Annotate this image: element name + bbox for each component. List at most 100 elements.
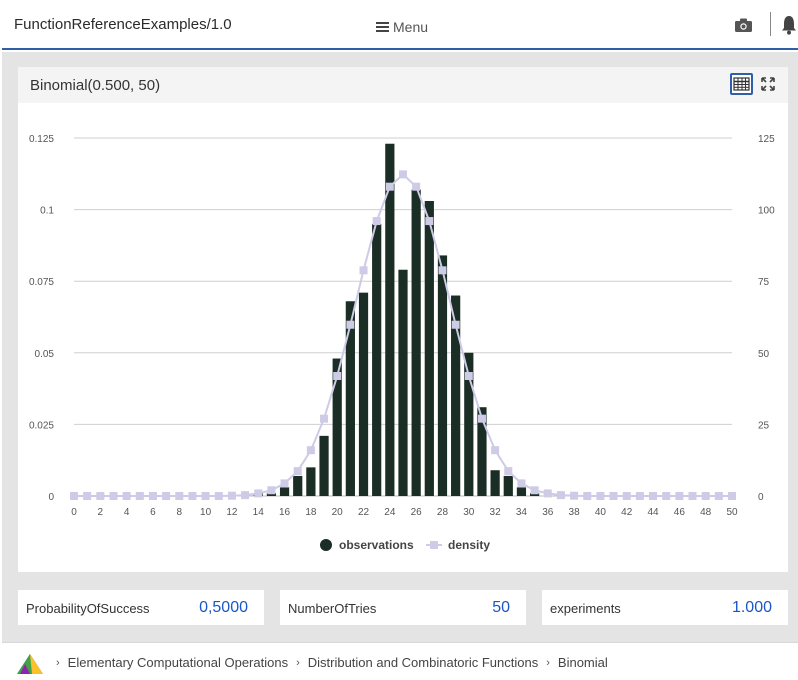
top-bar: FunctionReferenceExamples/1.0 Menu	[2, 0, 798, 50]
density-point	[583, 492, 592, 500]
y-tick-label-left: 0.075	[29, 277, 54, 288]
bar	[332, 358, 342, 496]
param-tries[interactable]: NumberOfTries 50	[280, 590, 526, 625]
bar	[372, 223, 382, 497]
density-point	[162, 492, 171, 500]
x-tick-label: 44	[647, 507, 659, 518]
y-tick-label-left: 0	[48, 492, 54, 503]
density-point	[570, 491, 579, 500]
bar	[411, 189, 421, 496]
y-tick-label-right: 75	[758, 277, 770, 288]
density-point	[346, 320, 355, 329]
expand-icon[interactable]	[761, 77, 775, 91]
breadcrumb-item: Binomial	[557, 655, 608, 670]
bar	[516, 487, 527, 496]
bell-icon[interactable]	[781, 15, 797, 35]
bar	[279, 487, 290, 496]
x-tick-label: 34	[516, 507, 528, 518]
x-tick-label: 30	[463, 507, 475, 518]
param-value[interactable]: 50	[492, 599, 510, 616]
density-point	[622, 492, 631, 500]
density-point	[438, 266, 447, 275]
param-value[interactable]: 0,5000	[199, 599, 248, 616]
bar	[503, 475, 513, 496]
panel-title: Binomial(0.500, 50)	[30, 77, 161, 94]
x-tick-label: 24	[384, 507, 396, 518]
density-point	[306, 446, 315, 455]
x-tick-label: 32	[490, 507, 502, 518]
bar	[293, 475, 303, 496]
density-point	[188, 492, 197, 500]
density-point	[333, 371, 342, 380]
legend-label-density: density	[448, 538, 490, 552]
density-point	[372, 217, 381, 226]
param-value[interactable]: 1.000	[731, 599, 772, 616]
bar	[529, 493, 540, 496]
bar	[345, 301, 355, 496]
density-point	[267, 486, 276, 495]
x-tick-label: 40	[595, 507, 607, 518]
density-point	[122, 492, 131, 500]
breadcrumb-item[interactable]: Distribution and Combinatoric Functions	[307, 655, 539, 670]
x-tick-label: 20	[332, 507, 344, 518]
density-point	[425, 217, 434, 226]
x-tick-label: 18	[305, 507, 317, 518]
density-point	[675, 492, 684, 500]
density-point	[293, 467, 302, 476]
breadcrumb-item[interactable]: Elementary Computational Operations	[67, 655, 289, 670]
density-point	[728, 492, 736, 500]
density-point	[714, 492, 723, 500]
density-point	[649, 492, 658, 500]
x-tick-label: 4	[124, 507, 130, 518]
app-logo-icon[interactable]	[16, 653, 44, 675]
bar	[266, 493, 277, 496]
y-tick-label-left: 0.05	[35, 349, 55, 360]
density-point	[517, 479, 526, 488]
legend-marker-density	[430, 541, 438, 549]
bar	[490, 470, 500, 496]
bar	[319, 435, 329, 496]
legend-label-observations: observations	[339, 538, 414, 552]
table-view-button[interactable]	[730, 73, 753, 95]
bar	[451, 295, 461, 496]
density-point	[530, 486, 539, 495]
bar	[385, 143, 395, 496]
bar	[437, 255, 448, 496]
density-point	[543, 489, 552, 498]
y-tick-label-right: 0	[758, 492, 764, 503]
density-point	[701, 492, 710, 500]
param-label: experiments	[550, 601, 621, 616]
table-icon	[733, 77, 750, 91]
density-point	[596, 492, 605, 500]
x-tick-label: 48	[700, 507, 712, 518]
y-tick-label-right: 50	[758, 349, 770, 360]
y-tick-label-left: 0.1	[40, 206, 54, 217]
density-point	[227, 491, 236, 500]
param-experiments[interactable]: experiments 1.000	[542, 590, 788, 625]
chevron-right-icon: ›	[56, 656, 60, 669]
density-point	[609, 492, 618, 500]
menu-button[interactable]: Menu	[376, 19, 428, 35]
x-tick-label: 36	[542, 507, 554, 518]
density-point	[214, 492, 223, 500]
x-tick-label: 12	[226, 507, 238, 518]
x-tick-label: 2	[98, 507, 104, 518]
x-tick-label: 22	[358, 507, 370, 518]
density-point	[83, 492, 92, 500]
density-point	[556, 491, 565, 500]
x-tick-label: 14	[253, 507, 265, 518]
density-point	[201, 492, 210, 500]
density-point	[241, 491, 250, 500]
y-tick-label-right: 125	[758, 134, 775, 145]
camera-icon[interactable]	[735, 18, 752, 32]
density-point	[148, 492, 157, 500]
y-tick-label-right: 100	[758, 206, 775, 217]
density-point	[135, 492, 144, 500]
bar	[306, 467, 316, 496]
density-point	[109, 492, 118, 500]
legend-marker-observations	[320, 539, 332, 551]
density-point	[635, 492, 644, 500]
y-tick-label-right: 25	[758, 420, 770, 431]
param-probability[interactable]: ProbabilityOfSuccess 0,5000	[18, 590, 264, 625]
